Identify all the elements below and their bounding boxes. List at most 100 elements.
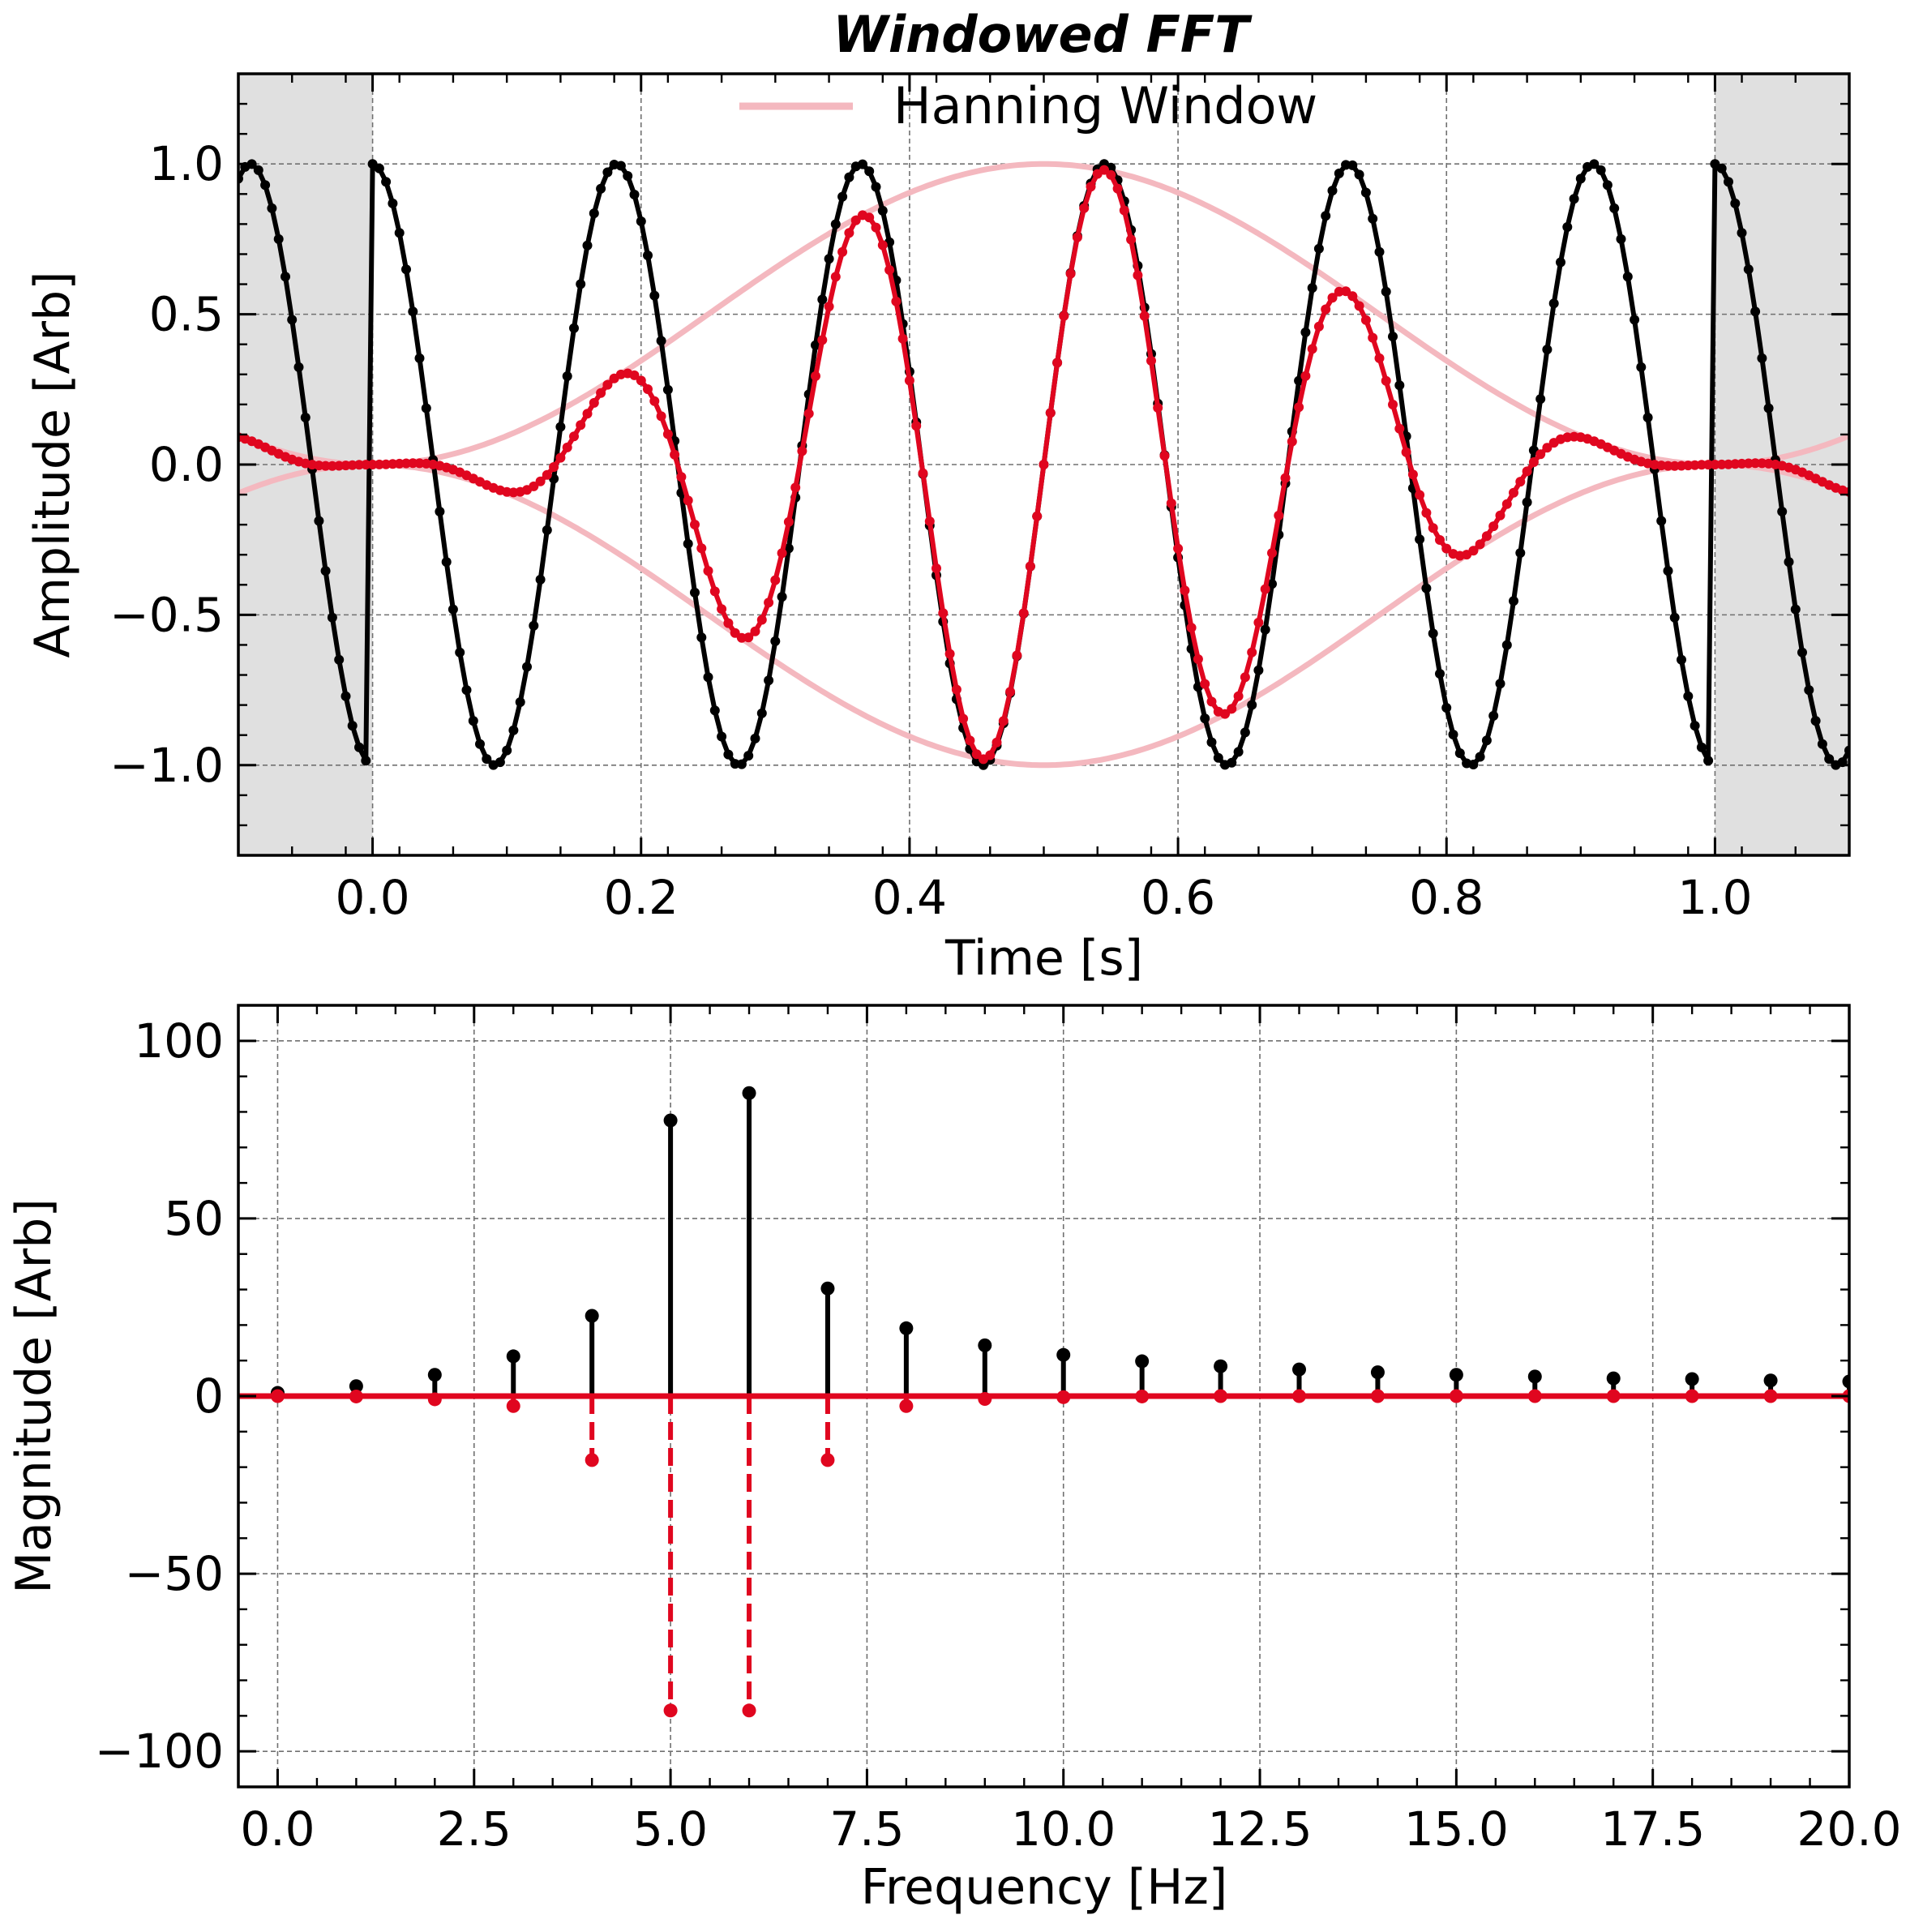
signal-point: [1428, 628, 1438, 639]
plot-frame: [237, 1004, 1851, 1788]
signal-point: [1804, 685, 1814, 696]
signal-point: [1810, 716, 1821, 726]
windowed-signal-point: [830, 272, 841, 282]
signal-point: [750, 733, 760, 743]
x-tick-label: 10.0: [1011, 1801, 1116, 1857]
signal-point: [1327, 186, 1338, 196]
windowed-signal-point: [1099, 165, 1109, 175]
signal-point: [576, 279, 586, 289]
windowed-signal-point: [777, 548, 787, 559]
windowed-signal-point: [1126, 234, 1137, 245]
windowed-signal-point: [1501, 499, 1512, 509]
windowed_fft-marker: [899, 1399, 914, 1413]
signal-point: [1696, 742, 1707, 752]
signal-point: [1313, 243, 1324, 254]
raw_fft-marker: [506, 1349, 520, 1364]
x-axis-label: Time [s]: [944, 930, 1143, 987]
windowed-signal-point: [764, 598, 774, 608]
signal-point: [1260, 624, 1270, 635]
signal-point: [830, 219, 841, 229]
signal-point: [696, 632, 707, 643]
signal-point: [1448, 730, 1458, 739]
windowed-signal-point: [1180, 585, 1190, 596]
windowed-signal-point: [696, 543, 707, 554]
windowed-signal-point: [811, 371, 820, 381]
windowed-signal-point: [1166, 498, 1176, 508]
tick-labels: 0.0 0.2 0.4 0.6 0.8 1.0 −1.0 −0.5 0.0 0.5 1.0: [109, 136, 1752, 925]
signal-point: [421, 403, 431, 413]
signal-point: [1522, 497, 1532, 508]
windowed-signal-point: [361, 460, 371, 470]
signal-point: [643, 251, 653, 260]
signal-point: [361, 756, 371, 766]
tick-labels: 0.0 2.5 5.0 7.5 10.0 12.5 15.0 17.5 20.0 −100 −50 0…: [95, 1013, 1902, 1857]
signal-point: [1542, 345, 1553, 355]
signal-point: [1481, 735, 1492, 746]
signal-point: [1501, 640, 1512, 650]
windowed-signal-point: [629, 370, 640, 380]
signal-point: [347, 721, 358, 731]
signal-point: [690, 587, 700, 598]
signal-point: [482, 754, 492, 765]
windowed-signal-point: [542, 469, 552, 480]
windowed_fft-marker: [742, 1703, 756, 1718]
windowed-signal-point: [1327, 293, 1338, 303]
windowed-signal-point: [1481, 531, 1492, 542]
signal-point: [723, 749, 734, 760]
signal-point: [562, 371, 572, 381]
x-tick-label: 0.4: [872, 870, 947, 925]
signal-point: [764, 675, 774, 686]
windowed-signal-point: [971, 749, 982, 760]
signal-point: [1200, 713, 1210, 724]
windowed-signal-point: [924, 516, 935, 526]
x-tick-label: 20.0: [1797, 1801, 1901, 1857]
windowed_fft-marker: [820, 1453, 835, 1467]
windowed-signal-point: [1407, 469, 1418, 480]
windowed-signal-point: [1374, 353, 1385, 363]
signal-point: [602, 167, 613, 178]
windowed_fft-marker: [506, 1399, 520, 1413]
signal-point: [374, 163, 384, 173]
signal-point: [589, 208, 599, 219]
windowed-signal-point: [958, 713, 969, 724]
signal-point: [1233, 747, 1244, 757]
signal-point: [1724, 177, 1733, 187]
windowed-signal-point: [1710, 460, 1720, 469]
signal-point: [1454, 748, 1465, 758]
windowed-signal-point: [1193, 654, 1203, 664]
windowed-signal-point: [582, 409, 593, 419]
signal-point: [837, 191, 848, 202]
windowed-signal-point: [602, 379, 613, 390]
signal-point: [1360, 187, 1371, 198]
windowed-signal-point: [817, 335, 828, 345]
windowed-signal-point: [690, 520, 700, 529]
x-tick-label: 7.5: [829, 1801, 904, 1857]
windowed-signal-point: [596, 388, 606, 398]
signal-point: [582, 240, 593, 251]
signal-point: [260, 180, 271, 191]
signal-point: [1515, 548, 1526, 558]
windowed-signal-point: [730, 628, 740, 638]
windowed-signal-point: [649, 396, 660, 406]
windowed-signal-point: [1428, 523, 1438, 533]
windowed-signal-point: [1300, 371, 1311, 381]
signal-point: [1227, 757, 1237, 768]
windowed-signal-point: [1153, 403, 1163, 413]
windowed-signal-point: [1227, 704, 1237, 714]
frequency-domain-panel: 0.0 2.5 5.0 7.5 10.0 12.5 15.0 17.5 20.0 −100 −50 0…: [6, 1004, 1902, 1916]
signal-point: [1690, 721, 1700, 731]
x-tick-label: 0.0: [335, 870, 409, 925]
windowed-signal-point: [1750, 458, 1761, 469]
x-tick-label: 5.0: [633, 1801, 708, 1857]
signal-point: [435, 507, 445, 516]
y-tick-label: −100: [95, 1724, 224, 1779]
signal-point: [770, 636, 781, 646]
signal-point: [1435, 669, 1445, 679]
signal-point: [683, 538, 693, 549]
windowed-signal-point: [1267, 548, 1277, 559]
windowed-signal-point: [871, 222, 881, 233]
windowed-signal-point: [717, 604, 727, 615]
signal-point: [1636, 362, 1647, 372]
windowed-signal-point: [1488, 521, 1499, 532]
signal-point: [777, 592, 787, 602]
